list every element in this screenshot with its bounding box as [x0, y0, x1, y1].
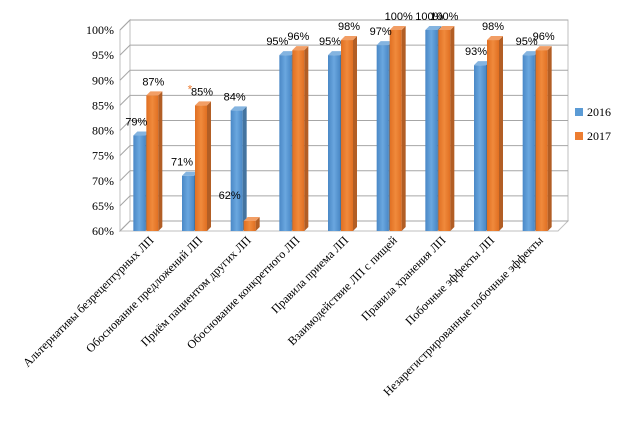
y-tick-label: 90% [92, 73, 114, 87]
gridline [119, 44, 568, 56]
annotation-star: * [188, 82, 193, 96]
bar-2016-top [182, 171, 198, 176]
bar-2017-side [401, 26, 406, 231]
legend-label: 2017 [587, 129, 611, 143]
bar-2016-top [328, 51, 344, 56]
bar-2017-front [487, 40, 499, 231]
bar-2016-top [474, 61, 490, 66]
bar-2017-side [499, 36, 503, 231]
bar-2016-front [279, 55, 292, 231]
bar-2017-front [146, 95, 159, 231]
data-labels: 79%87%71%85% 84%62%95%96% 95%98% 97%100% 100… [125, 11, 555, 202]
bar-2017-top [535, 46, 552, 51]
bar-2017-front [243, 220, 256, 231]
x-tick-label: Правила хранения ЛП [358, 233, 448, 323]
data-label: 100% [415, 11, 443, 23]
data-label: 95% [266, 36, 288, 48]
y-tick-label: 80% [92, 124, 114, 138]
bar-2017-side [353, 36, 357, 231]
data-label: 84% [224, 91, 246, 103]
legend-swatch [575, 108, 583, 116]
data-label: 71% [171, 157, 193, 169]
bar-2016-top [522, 51, 539, 56]
bar-2017-side [547, 46, 552, 231]
gridline [119, 145, 568, 156]
y-tick-label: 75% [92, 149, 114, 163]
bar-2017-front [195, 105, 207, 231]
data-label: 100% [385, 11, 413, 23]
data-label: 85% [191, 86, 213, 98]
data-label: 62% [219, 190, 241, 202]
bar-2016-front [376, 45, 389, 232]
y-tick-label: 70% [92, 174, 114, 188]
gridline [119, 19, 568, 31]
gridline [119, 69, 568, 81]
legend: 2016 2017 [575, 105, 611, 143]
bar-2017-top [341, 36, 357, 41]
bar-2016-top [425, 26, 442, 30]
y-tick-label: 65% [92, 199, 114, 213]
bar-2017-top [487, 36, 503, 41]
bar-2017-side [304, 46, 309, 231]
bar-2017-top [195, 101, 211, 106]
y-tick-label: 85% [92, 98, 114, 112]
bar-2017-side [158, 91, 163, 231]
bar-2016-side [242, 106, 247, 231]
bar-2016-top [279, 51, 296, 56]
bar-2016-front [328, 55, 340, 231]
bar-2016-top [133, 131, 150, 136]
y-tick-label: 100% [86, 23, 114, 37]
bar-2017-front [438, 30, 451, 231]
y-tick-label: 60% [92, 224, 114, 238]
data-label: 98% [338, 21, 360, 33]
gridline [119, 94, 568, 106]
bar-2017-side [450, 26, 455, 231]
bars [133, 26, 552, 232]
data-label: 95% [516, 36, 538, 48]
bar-2016-top [376, 41, 393, 46]
bar-2016-front [230, 110, 243, 231]
bar-2016-front [425, 30, 438, 231]
bar-2017-front [341, 40, 353, 231]
bar-2017-top [389, 26, 406, 30]
data-label: 96% [533, 31, 555, 43]
data-label: 95% [319, 36, 341, 48]
x-axis-ticks: Альтернативы безрецептурных ЛПОбосновани… [20, 233, 546, 399]
bar-2017-top [146, 91, 163, 96]
bar-2017-top [243, 216, 260, 221]
bar-2017-front [292, 50, 305, 231]
data-label: 87% [142, 76, 164, 88]
bar-2017-top [292, 46, 309, 51]
gridline [119, 170, 568, 182]
legend-swatch [575, 132, 583, 140]
gridline [119, 220, 568, 232]
data-label: 97% [370, 26, 392, 38]
bar-2017-top [438, 26, 455, 30]
bar-2016-front [474, 65, 486, 231]
bar-2017-front [535, 50, 548, 231]
y-axis-ticks: 60% 65% 70% 75% 80% 85% 90% 95% 100% [86, 23, 114, 238]
legend-label: 2016 [587, 105, 611, 119]
bar-2017-side [255, 216, 260, 231]
data-label: 96% [287, 31, 309, 43]
bar-2016-top [230, 106, 247, 111]
gridline [119, 120, 568, 131]
gridlines [119, 19, 568, 232]
x-tick-label: Побочные эффекты ЛП [402, 233, 497, 328]
bar-2017-front [389, 30, 402, 231]
gridline [119, 195, 568, 207]
y-tick-label: 95% [92, 48, 114, 62]
data-label: 100% [430, 11, 458, 23]
bar-2016-front [522, 55, 535, 231]
bar-2016-front [182, 175, 194, 231]
bar-2017-side [207, 101, 211, 231]
data-label: 93% [465, 46, 487, 58]
data-label: 79% [125, 117, 147, 129]
data-label: 98% [482, 21, 504, 33]
bar-2016-front [133, 135, 146, 231]
